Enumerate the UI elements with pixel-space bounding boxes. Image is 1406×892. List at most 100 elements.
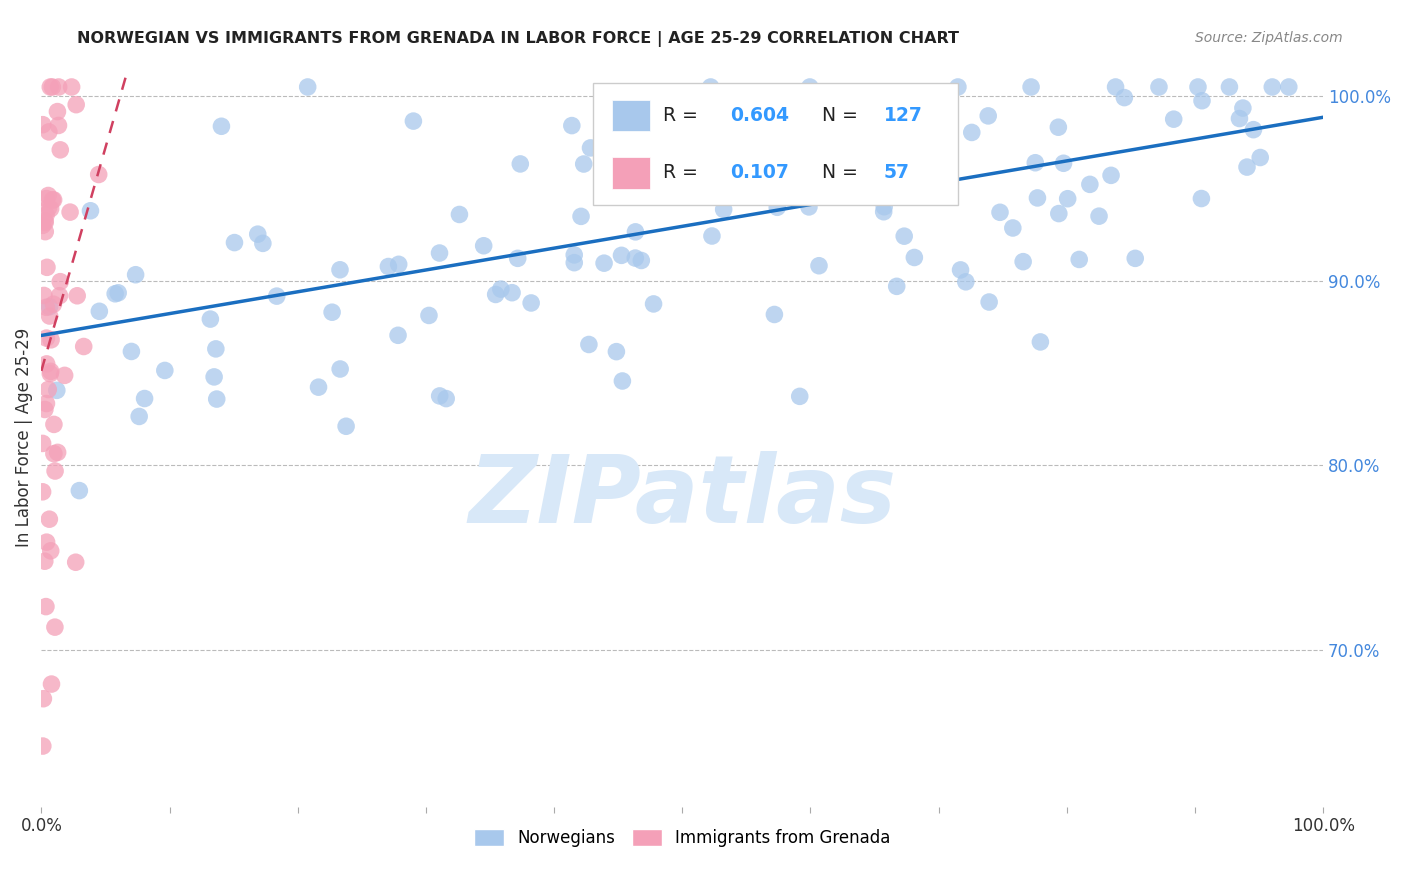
Point xyxy=(1047,120,1070,135)
Point xyxy=(59,205,82,219)
Point xyxy=(1236,160,1258,174)
Point xyxy=(569,210,592,224)
Point xyxy=(38,201,60,215)
Point xyxy=(388,257,411,271)
Point xyxy=(49,143,72,157)
Point xyxy=(224,235,246,250)
Point xyxy=(205,342,228,356)
Point xyxy=(134,392,156,406)
Text: 0.604: 0.604 xyxy=(730,106,789,125)
Point xyxy=(652,169,675,183)
Point xyxy=(893,229,915,244)
Point xyxy=(472,239,495,253)
Point xyxy=(799,80,821,95)
Point xyxy=(34,214,56,228)
Point xyxy=(32,288,55,302)
Point xyxy=(624,225,647,239)
Point xyxy=(763,308,786,322)
Point xyxy=(979,295,1001,310)
Point xyxy=(35,300,58,314)
Point xyxy=(733,123,755,137)
Point xyxy=(1261,80,1284,95)
Point xyxy=(31,219,53,233)
Point xyxy=(297,80,319,95)
Point xyxy=(671,105,693,120)
Point xyxy=(873,204,896,219)
Text: N =: N = xyxy=(810,163,865,182)
Point xyxy=(960,125,983,139)
Point xyxy=(46,104,69,119)
Point xyxy=(66,289,89,303)
Point xyxy=(610,248,633,262)
Point xyxy=(429,246,451,260)
Point xyxy=(124,268,146,282)
Point xyxy=(1047,206,1070,220)
Point xyxy=(335,419,357,434)
Point xyxy=(1187,80,1209,95)
Point xyxy=(120,344,142,359)
Point xyxy=(659,86,682,100)
Point xyxy=(797,200,820,214)
Point xyxy=(39,364,62,378)
Point xyxy=(35,396,58,410)
Point xyxy=(572,157,595,171)
Point xyxy=(42,297,65,311)
Point xyxy=(200,312,222,326)
Point xyxy=(34,225,56,239)
Point xyxy=(38,309,60,323)
FancyBboxPatch shape xyxy=(612,157,650,188)
Point xyxy=(1249,151,1271,165)
Point xyxy=(31,118,53,132)
Point xyxy=(35,599,58,614)
Point xyxy=(31,739,53,753)
Point xyxy=(34,402,56,417)
Point xyxy=(624,251,647,265)
Point xyxy=(35,357,58,371)
Point xyxy=(48,80,70,95)
Point xyxy=(37,383,59,397)
Point xyxy=(246,227,269,242)
Point xyxy=(42,447,65,461)
Point xyxy=(53,368,76,383)
Text: NORWEGIAN VS IMMIGRANTS FROM GRENADA IN LABOR FORCE | AGE 25-29 CORRELATION CHAR: NORWEGIAN VS IMMIGRANTS FROM GRENADA IN … xyxy=(77,31,959,47)
Point xyxy=(1024,155,1046,169)
Point xyxy=(1191,94,1213,108)
Point xyxy=(561,119,583,133)
Point xyxy=(329,262,352,277)
Point xyxy=(766,200,789,214)
Point xyxy=(73,339,96,353)
Point xyxy=(886,279,908,293)
Point xyxy=(49,275,72,289)
Point xyxy=(1052,156,1074,170)
Point xyxy=(700,229,723,244)
Point xyxy=(724,97,747,112)
Point xyxy=(377,260,399,274)
Point xyxy=(128,409,150,424)
Point xyxy=(44,620,66,634)
Point xyxy=(104,286,127,301)
Point xyxy=(1088,209,1111,223)
Point xyxy=(32,691,55,706)
Point xyxy=(1278,80,1301,95)
Point xyxy=(870,110,893,124)
Point xyxy=(60,80,83,95)
Point xyxy=(34,215,56,229)
Point xyxy=(35,260,58,275)
Point xyxy=(977,109,1000,123)
Text: R =: R = xyxy=(664,163,704,182)
Point xyxy=(38,125,60,139)
Y-axis label: In Labor Force | Age 25-29: In Labor Force | Age 25-29 xyxy=(15,328,32,548)
Point xyxy=(808,259,831,273)
Point xyxy=(920,112,942,127)
Point xyxy=(35,331,58,345)
Point xyxy=(329,362,352,376)
Point xyxy=(988,205,1011,219)
Point xyxy=(41,193,63,207)
Text: Source: ZipAtlas.com: Source: ZipAtlas.com xyxy=(1195,31,1343,45)
Point xyxy=(35,535,58,549)
Point xyxy=(1078,178,1101,192)
Point xyxy=(509,157,531,171)
Point xyxy=(1241,122,1264,136)
Point xyxy=(387,328,409,343)
Point xyxy=(31,436,53,450)
